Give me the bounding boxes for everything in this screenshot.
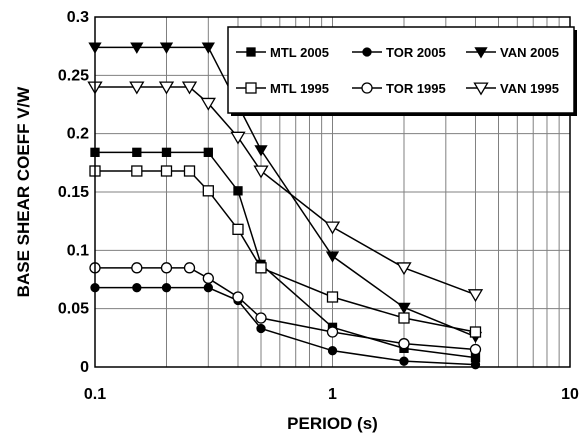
legend-marker-van-1995 [473, 82, 489, 96]
y-axis-title: BASE SHEAR COEFF V/W [14, 86, 33, 298]
legend: MTL 2005 TOR 2005 VAN 2005 MTL 1995 TOR 1995… [227, 26, 577, 116]
y-tick-label: 0 [80, 359, 89, 376]
data-point-tor-1995 [232, 291, 244, 303]
data-point-van-1995 [200, 97, 216, 111]
legend-marker-mtl-1995 [245, 82, 257, 94]
data-point-mtl-2005 [203, 147, 213, 157]
data-point-van-2005 [397, 302, 411, 315]
plot-frame [94, 16, 571, 368]
data-point-mtl-1995 [183, 165, 196, 177]
legend-label-tor-2005: TOR 2005 [386, 45, 446, 60]
y-tick-label: 0.2 [67, 126, 89, 143]
data-point-tor-2005 [132, 283, 142, 293]
data-point-van-2005 [159, 42, 174, 54]
legend-label-van-2005: VAN 2005 [500, 45, 559, 60]
data-point-tor-1995 [131, 262, 143, 274]
data-point-tor-2005 [161, 283, 172, 293]
data-point-tor-1995 [183, 262, 196, 274]
legend-label-mtl-2005: MTL 2005 [270, 45, 329, 60]
legend-box [227, 26, 575, 114]
data-point-tor-1995 [398, 338, 410, 350]
x-tick-label: 10 [561, 386, 579, 403]
data-point-van-2005 [201, 42, 215, 54]
y-tick-label: 0.15 [58, 184, 89, 201]
legend-marker-tor-1995 [361, 82, 373, 94]
y-tick-label: 0.25 [58, 67, 89, 84]
data-point-mtl-1995 [131, 165, 143, 177]
x-tick-labels: 0.1 1 10 [84, 386, 579, 403]
y-tick-label: 0.1 [67, 242, 89, 259]
legend-label-tor-1995: TOR 1995 [386, 81, 446, 96]
data-point-van-1995 [467, 289, 484, 303]
x-tick-label: 1 [328, 386, 337, 403]
data-point-mtl-1995 [326, 291, 339, 303]
data-point-mtl-2005 [233, 186, 243, 196]
data-point-mtl-1995 [255, 262, 267, 274]
data-point-van-1995 [181, 81, 198, 95]
y-tick-labels: 0 0.05 0.1 0.15 0.2 0.25 0.3 [58, 9, 89, 376]
x-tick-label: 0.1 [84, 386, 106, 403]
data-point-van-1995 [129, 81, 145, 95]
x-axis-title: PERIOD (s) [287, 414, 378, 433]
data-point-tor-2005 [327, 346, 338, 356]
data-point-mtl-1995 [160, 165, 173, 177]
data-point-tor-1995 [202, 272, 214, 284]
series-line-mtl-2005 [95, 151, 476, 359]
data-point-tor-1995 [160, 262, 173, 274]
data-point-van-1995 [396, 262, 412, 276]
series-line-tor-1995 [95, 267, 476, 351]
data-point-mtl-1995 [469, 326, 482, 338]
data-point-tor-2005 [203, 283, 213, 293]
data-point-mtl-2005 [132, 147, 142, 157]
data-point-van-1995 [253, 165, 269, 179]
data-point-van-2005 [130, 42, 144, 54]
y-tick-label: 0.3 [67, 9, 89, 26]
data-point-tor-1995 [255, 312, 267, 324]
series-markers [87, 42, 484, 370]
data-point-mtl-1995 [398, 312, 410, 324]
data-point-tor-2005 [399, 356, 409, 366]
data-point-van-1995 [158, 81, 175, 95]
legend-marker-mtl-2005 [246, 47, 256, 57]
data-point-van-1995 [324, 221, 341, 235]
data-point-tor-1995 [469, 343, 482, 356]
y-tick-label: 0.05 [58, 301, 89, 318]
data-point-mtl-1995 [202, 185, 214, 197]
data-point-van-2005 [254, 145, 268, 157]
data-point-mtl-1995 [232, 223, 244, 235]
legend-marker-tor-2005 [362, 47, 372, 57]
data-point-van-2005 [325, 251, 340, 263]
series-line-mtl-1995 [95, 170, 476, 333]
legend-label-van-1995: VAN 1995 [500, 81, 559, 96]
data-point-tor-2005 [256, 323, 266, 334]
series-line-van-1995 [95, 86, 476, 296]
legend-label-mtl-1995: MTL 1995 [270, 81, 329, 96]
data-point-van-1995 [230, 131, 246, 145]
series-line-tor-2005 [95, 286, 476, 366]
legend-marker-van-2005 [474, 47, 488, 59]
data-point-tor-1995 [326, 326, 339, 338]
data-point-mtl-2005 [161, 147, 172, 157]
